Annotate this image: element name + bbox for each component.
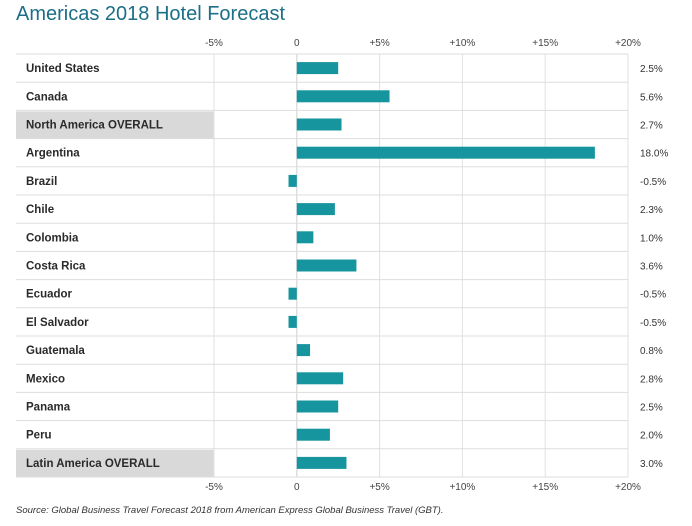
category-label-panama: Panama — [26, 402, 71, 414]
bar-colombia — [296, 231, 314, 244]
x-tick-label-bottom: +10% — [449, 482, 475, 493]
category-label-chile: Chile — [26, 204, 54, 216]
x-tick-label-top: +5% — [369, 38, 389, 49]
bar-costa-rica — [296, 259, 357, 272]
value-label-ecuador: -0.5% — [640, 290, 666, 301]
category-label-argentina: Argentina — [26, 148, 80, 160]
value-label-canada: 5.6% — [640, 92, 663, 103]
category-label-canada: Canada — [26, 91, 68, 103]
value-label-panama: 2.5% — [640, 403, 663, 414]
category-label-brazil: Brazil — [26, 176, 57, 188]
bar-guatemala — [296, 344, 311, 357]
x-tick-label-bottom: +5% — [369, 482, 389, 493]
category-label-colombia: Colombia — [26, 232, 79, 244]
category-label-peru: Peru — [26, 430, 52, 442]
bar-mexico — [296, 372, 344, 385]
x-tick-label-top: +20% — [615, 38, 641, 49]
value-label-peru: 2.0% — [640, 431, 663, 442]
highlight-row-latin-america-overall — [16, 449, 214, 477]
bar-canada — [296, 90, 390, 103]
category-label-el-salvador: El Salvador — [26, 317, 89, 329]
bar-panama — [296, 400, 339, 413]
x-tick-label-bottom: +20% — [615, 482, 641, 493]
category-label-guatemala: Guatemala — [26, 345, 85, 357]
value-label-mexico: 2.8% — [640, 374, 663, 385]
value-label-latin-america-overall: 3.0% — [640, 459, 663, 470]
bar-united-states — [296, 62, 339, 75]
bar-ecuador — [288, 287, 297, 300]
value-label-united-states: 2.5% — [640, 64, 663, 75]
category-label-mexico: Mexico — [26, 373, 65, 385]
x-tick-label-top: 0 — [294, 38, 300, 49]
bar-el-salvador — [288, 315, 297, 328]
category-label-ecuador: Ecuador — [26, 289, 73, 301]
x-tick-label-top: +15% — [532, 38, 558, 49]
bar-brazil — [288, 174, 297, 187]
bar-north-america-overall — [296, 118, 342, 131]
highlight-row-north-america-overall — [16, 111, 214, 139]
x-tick-label-bottom: 0 — [294, 482, 300, 493]
bar-peru — [296, 428, 330, 441]
value-label-el-salvador: -0.5% — [640, 318, 666, 329]
category-label-north-america-overall: North America OVERALL — [26, 120, 163, 132]
x-tick-label-top: -5% — [205, 38, 223, 49]
value-label-argentina: 18.0% — [640, 149, 668, 160]
value-label-colombia: 1.0% — [640, 233, 663, 244]
chart-title: Americas 2018 Hotel Forecast — [16, 3, 286, 25]
value-label-guatemala: 0.8% — [640, 346, 663, 357]
bar-argentina — [296, 146, 595, 159]
bar-chart: -5% -5% 0 0 +5% +5% +10% +10% +15% +15% +20% +20% Un… — [16, 38, 668, 493]
source-note: Source: Global Business Travel Forecast … — [16, 505, 444, 516]
x-tick-label-top: +10% — [449, 38, 475, 49]
x-tick-label-bottom: +15% — [532, 482, 558, 493]
bar-latin-america-overall — [296, 456, 347, 469]
category-label-costa-rica: Costa Rica — [26, 261, 86, 273]
value-label-north-america-overall: 2.7% — [640, 121, 663, 132]
value-label-chile: 2.3% — [640, 205, 663, 216]
value-label-brazil: -0.5% — [640, 177, 666, 188]
x-tick-label-bottom: -5% — [205, 482, 223, 493]
category-label-united-states: United States — [26, 63, 100, 75]
bar-chile — [296, 203, 335, 216]
category-label-latin-america-overall: Latin America OVERALL — [26, 458, 160, 470]
value-label-costa-rica: 3.6% — [640, 262, 663, 273]
